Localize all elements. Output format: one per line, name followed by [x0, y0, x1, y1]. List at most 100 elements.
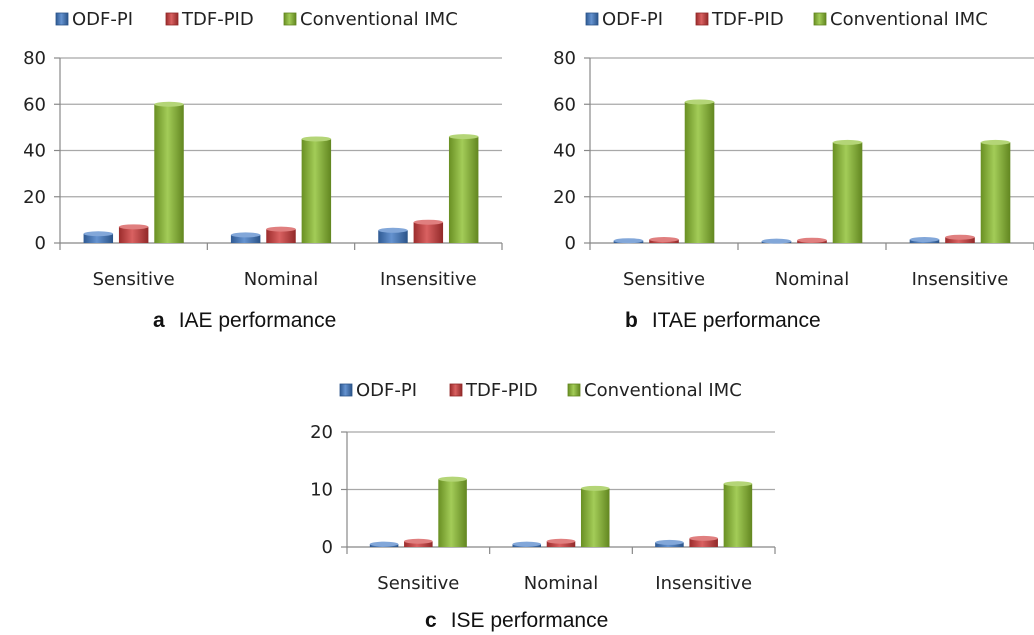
itae-caption: b ITAE performance: [625, 309, 821, 333]
bar-top-tdf-pid-insensitive: [945, 234, 975, 240]
bar-tdf-pid-insensitive: [689, 538, 718, 547]
bar-top-tdf-pid-sensitive: [404, 538, 433, 544]
category-label-insensitive: Insensitive: [655, 573, 752, 594]
bar-top-odf-pi-sensitive: [369, 541, 399, 547]
iae-caption: a IAE performance: [153, 309, 336, 333]
y-tick-label: 10: [310, 480, 333, 501]
legend-swatch-conventional-imc: [813, 12, 827, 26]
ise-bar-chart: 0 10 20 Sensitive Nominal Insensitive ODF-PI TD…: [310, 380, 776, 594]
legend-label-odf-pi: ODF-PI: [72, 9, 133, 30]
bar-tdf-pid-sensitive: [404, 541, 433, 547]
bar-tdf-pid-sensitive: [118, 226, 149, 243]
bar-top-odf-pi-sensitive: [613, 238, 644, 244]
bar-top-tdf-pid-nominal: [546, 538, 576, 544]
y-tick-label: 0: [565, 233, 576, 254]
itae-bar-chart: 0 20 40 60 80 Sensitive Nominal Insensitive ODF-…: [553, 9, 1034, 290]
y-tick-label: 80: [23, 48, 46, 69]
bar-top-odf-pi-insensitive: [909, 237, 940, 243]
bar-top-conventional-imc-nominal: [301, 136, 332, 142]
caption-letter-c: c: [425, 609, 437, 632]
bar-top-conventional-imc-sensitive: [154, 101, 184, 107]
bar-top-tdf-pid-sensitive: [649, 237, 679, 243]
bar-top-tdf-pid-nominal: [266, 226, 296, 232]
legend-label-tdf-pid: TDF-PID: [181, 9, 254, 30]
bar-odf-pi-nominal: [230, 234, 261, 243]
y-tick-label: 0: [35, 233, 46, 254]
category-label-insensitive: Insensitive: [912, 269, 1009, 290]
bar-top-tdf-pid-nominal: [797, 237, 827, 243]
category-label-sensitive: Sensitive: [93, 269, 175, 290]
bar-top-odf-pi-insensitive: [378, 227, 408, 233]
bar-top-odf-pi-sensitive: [83, 231, 114, 237]
y-tick-label: 80: [553, 48, 576, 69]
bar-top-odf-pi-nominal: [761, 238, 792, 244]
bar-top-odf-pi-insensitive: [655, 539, 684, 545]
category-label-insensitive: Insensitive: [380, 269, 477, 290]
caption-text-b: ITAE performance: [651, 309, 821, 332]
ise-caption: c ISE performance: [425, 609, 608, 633]
bar-top-conventional-imc-insensitive: [448, 134, 479, 140]
bar-conventional-imc-nominal: [832, 142, 863, 243]
legend-swatch-tdf-pid: [695, 12, 709, 26]
bar-top-conventional-imc-insensitive: [723, 481, 753, 487]
bar-top-odf-pi-nominal: [230, 232, 261, 238]
caption-text-c: ISE performance: [450, 609, 609, 632]
category-label-nominal: Nominal: [775, 269, 849, 290]
caption-letter-b: b: [625, 309, 638, 332]
bar-top-odf-pi-nominal: [512, 541, 542, 547]
bar-top-tdf-pid-insensitive: [689, 535, 718, 541]
legend-swatch-odf-pi: [585, 12, 599, 26]
bar-conventional-imc-insensitive: [723, 483, 753, 547]
legend-swatch-odf-pi: [55, 12, 69, 26]
y-tick-label: 0: [322, 537, 333, 558]
caption-letter-a: a: [153, 309, 165, 332]
bar-tdf-pid-insensitive: [945, 237, 975, 243]
bar-tdf-pid-insensitive: [413, 222, 444, 243]
y-tick-label: 40: [553, 141, 576, 162]
bar-top-conventional-imc-sensitive: [684, 99, 715, 105]
legend-label-odf-pi: ODF-PI: [602, 9, 663, 30]
legend-label-odf-pi: ODF-PI: [356, 380, 417, 401]
legend-swatch-conventional-imc: [567, 383, 581, 397]
iae-bar-chart: 0 20 40 60 80 Sensitive Nominal Insensitive ODF-…: [23, 9, 503, 290]
bar-odf-pi-sensitive: [83, 233, 114, 243]
itae-chart-panel: 0 20 40 60 80 Sensitive Nominal Insensitive ODF-…: [530, 0, 1034, 345]
legend-label-conventional-imc: Conventional IMC: [830, 9, 988, 30]
bar-conventional-imc-nominal: [580, 488, 610, 547]
bar-top-conventional-imc-nominal: [580, 485, 610, 491]
y-tick-label: 20: [310, 422, 333, 443]
bar-odf-pi-insensitive: [378, 230, 408, 243]
category-label-nominal: Nominal: [524, 573, 598, 594]
legend-swatch-conventional-imc: [283, 12, 297, 26]
legend-swatch-tdf-pid: [449, 383, 463, 397]
y-tick-label: 60: [553, 94, 576, 115]
y-tick-label: 60: [23, 94, 46, 115]
bar-conventional-imc-sensitive: [154, 104, 184, 243]
category-label-sensitive: Sensitive: [377, 573, 459, 594]
legend-label-tdf-pid: TDF-PID: [711, 9, 784, 30]
bar-top-tdf-pid-sensitive: [118, 224, 149, 230]
legend-swatch-tdf-pid: [165, 12, 179, 26]
ise-chart-panel: 0 10 20 Sensitive Nominal Insensitive ODF-PI TD…: [280, 375, 800, 635]
bar-conventional-imc-sensitive: [684, 101, 715, 243]
bar-conventional-imc-sensitive: [438, 479, 467, 547]
legend-label-conventional-imc: Conventional IMC: [300, 9, 458, 30]
y-tick-label: 20: [553, 187, 576, 208]
legend-swatch-odf-pi: [339, 383, 353, 397]
bar-conventional-imc-insensitive: [980, 142, 1011, 243]
bar-tdf-pid-nominal: [546, 541, 576, 547]
caption-text-a: IAE performance: [178, 309, 337, 332]
y-tick-label: 20: [23, 187, 46, 208]
category-label-nominal: Nominal: [244, 269, 318, 290]
bar-conventional-imc-insensitive: [448, 136, 479, 243]
legend-label-conventional-imc: Conventional IMC: [584, 380, 742, 401]
iae-chart-panel: 0 20 40 60 80 Sensitive Nominal Insensitive ODF-…: [0, 0, 520, 345]
legend-label-tdf-pid: TDF-PID: [465, 380, 538, 401]
y-tick-label: 40: [23, 141, 46, 162]
bar-tdf-pid-nominal: [266, 229, 296, 243]
bar-top-conventional-imc-insensitive: [980, 139, 1011, 145]
bar-top-conventional-imc-sensitive: [438, 476, 467, 482]
category-label-sensitive: Sensitive: [623, 269, 705, 290]
bar-top-conventional-imc-nominal: [832, 139, 863, 145]
bar-conventional-imc-nominal: [301, 138, 332, 243]
